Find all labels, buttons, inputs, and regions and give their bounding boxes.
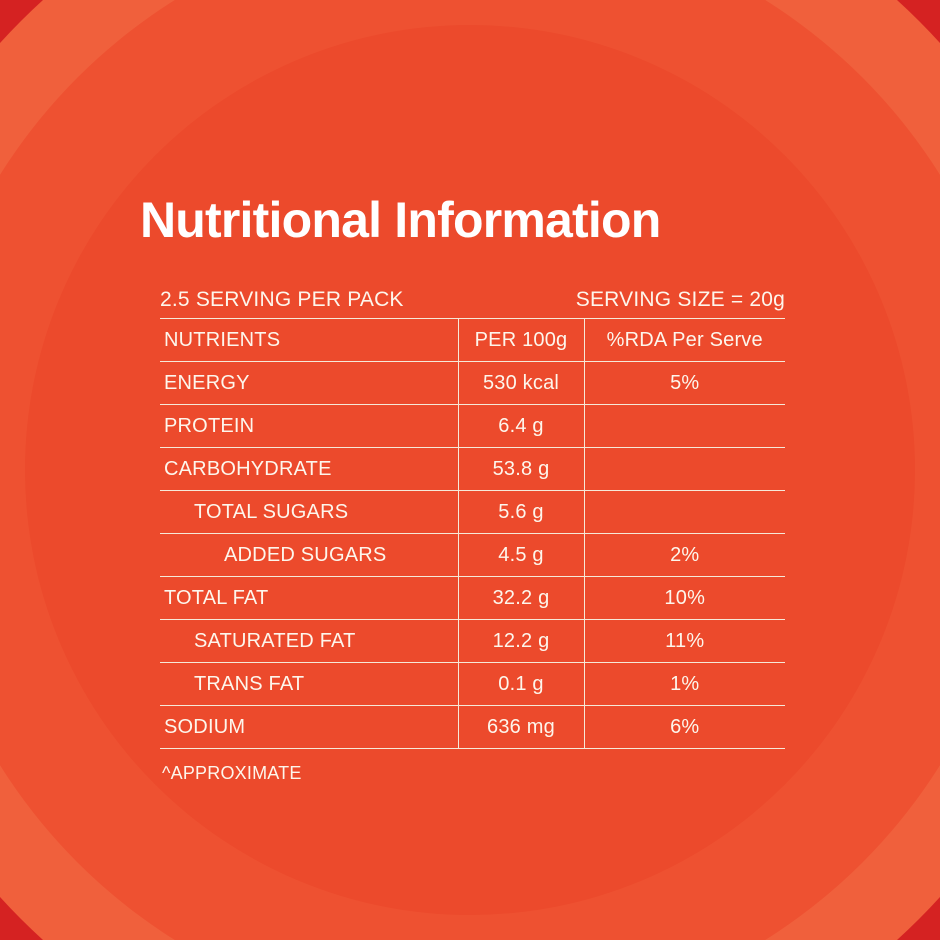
table-row: TOTAL FAT 32.2 g 10% [160,576,785,620]
nutrient-per-100g: 530 kcal [457,361,584,405]
nutrient-name: SATURATED FAT [160,619,458,663]
nutrient-rda [583,490,785,534]
header-per-100g: PER 100g [457,318,584,362]
header-rda: %RDA Per Serve [583,318,785,362]
nutrient-per-100g: 53.8 g [457,447,584,491]
nutrient-rda: 2% [583,533,785,577]
nutrient-name: PROTEIN [160,404,458,448]
nutrient-per-100g: 6.4 g [457,404,584,448]
nutrient-rda: 11% [583,619,785,663]
table-row: SATURATED FAT 12.2 g 11% [160,619,785,663]
servings-per-pack: 2.5 SERVING PER PACK [160,288,404,311]
nutrient-name: TOTAL SUGARS [160,490,458,534]
nutrient-name: ENERGY [160,361,458,405]
footnote: ^APPROXIMATE [162,763,302,783]
nutrition-rows: ENERGY 530 kcal 5% PROTEIN 6.4 g CARBOHYDRATE… [160,361,785,749]
nutrient-name: TOTAL FAT [160,576,458,620]
nutrient-per-100g: 0.1 g [457,662,584,706]
nutrient-rda: 10% [583,576,785,620]
table-row: ADDED SUGARS 4.5 g 2% [160,533,785,577]
nutrient-per-100g: 636 mg [457,705,584,749]
header-nutrients: NUTRIENTS [160,318,458,362]
table-row: ENERGY 530 kcal 5% [160,361,785,405]
nutrient-rda [583,447,785,491]
serving-info: 2.5 SERVING PER PACK SERVING SIZE = 20g [160,288,785,318]
table-row: TRANS FAT 0.1 g 1% [160,662,785,706]
nutrient-name: CARBOHYDRATE [160,447,458,491]
nutrient-rda: 6% [583,705,785,749]
nutrient-per-100g: 5.6 g [457,490,584,534]
nutrient-per-100g: 12.2 g [457,619,584,663]
serving-size: SERVING SIZE = 20g [575,288,785,311]
nutrient-rda: 5% [583,361,785,405]
nutrient-name: ADDED SUGARS [160,533,458,577]
table-row: CARBOHYDRATE 53.8 g [160,447,785,491]
nutrient-rda [583,404,785,448]
nutrient-per-100g: 4.5 g [457,533,584,577]
table-row: TOTAL SUGARS 5.6 g [160,490,785,534]
page-title: Nutritional Information [140,192,661,248]
table-row: SODIUM 636 mg 6% [160,705,785,749]
nutrient-rda: 1% [583,662,785,706]
table-row: PROTEIN 6.4 g [160,404,785,448]
nutrition-table: NUTRIENTS PER 100g %RDA Per Serve ENERGY… [160,318,785,749]
nutrition-panel: 2.5 SERVING PER PACK SERVING SIZE = 20g … [160,288,785,784]
nutrient-name: TRANS FAT [160,662,458,706]
nutrient-per-100g: 32.2 g [457,576,584,620]
table-header-row: NUTRIENTS PER 100g %RDA Per Serve [160,318,785,362]
nutrient-name: SODIUM [160,705,458,749]
